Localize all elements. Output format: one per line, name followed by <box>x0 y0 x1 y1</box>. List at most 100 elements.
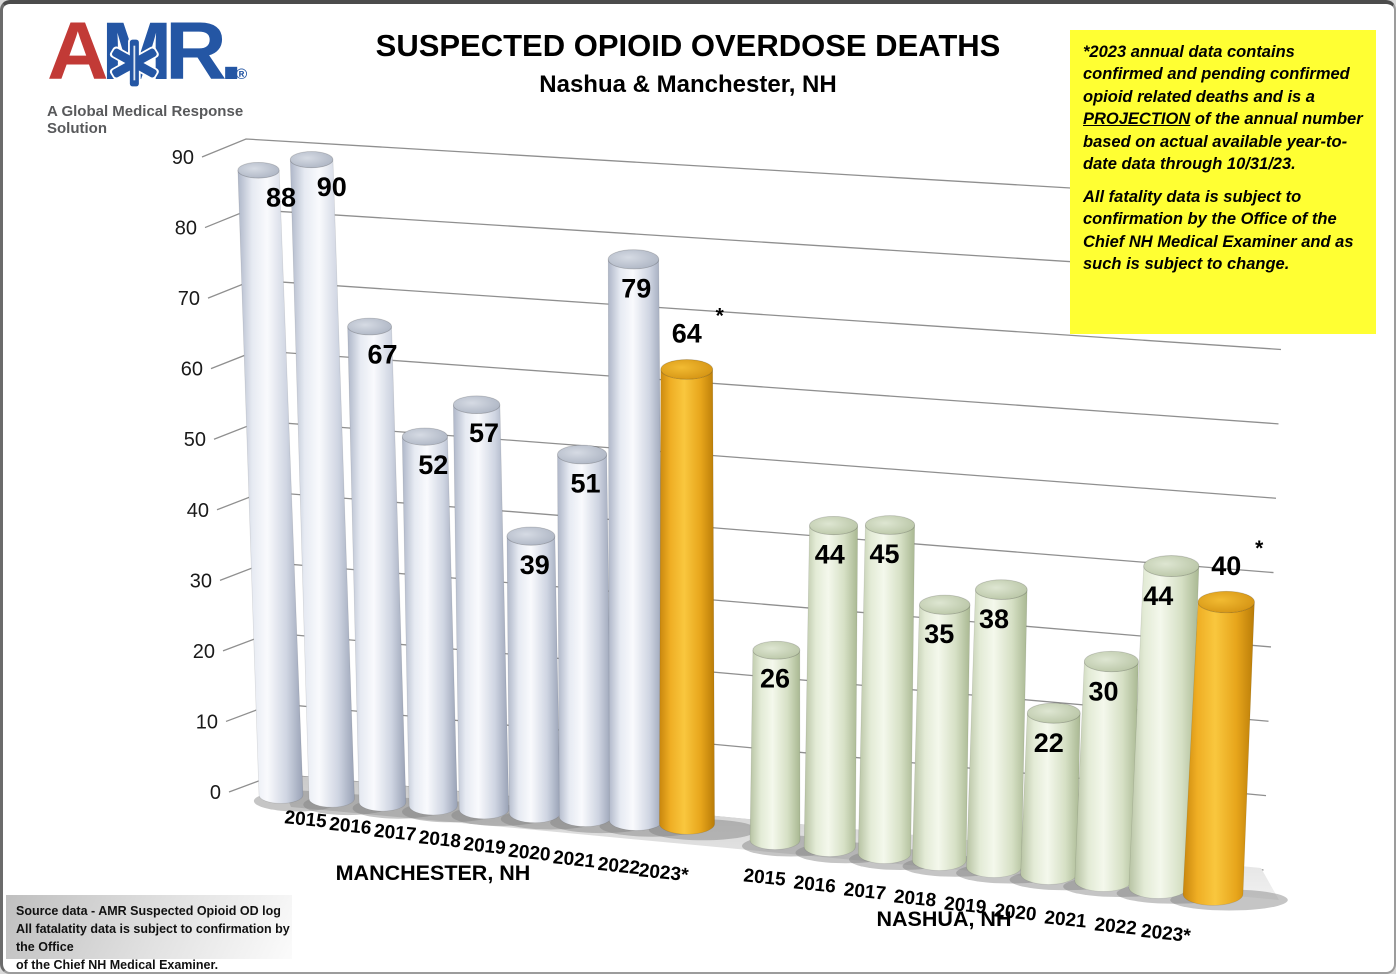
y-axis-tick-label: 90 <box>172 147 194 169</box>
chart-subtitle: Nashua & Manchester, NH <box>539 71 837 98</box>
logo-tagline: A Global Medical Response Solution <box>47 103 244 137</box>
bar-nashua-2017 <box>857 524 915 864</box>
bar-value-label: 52 <box>418 450 448 480</box>
note-underlined-word: PROJECTION <box>1083 110 1191 129</box>
x-axis-year-label: 2020 <box>993 900 1037 925</box>
bar-cap <box>347 317 393 336</box>
bar-cap <box>237 161 280 179</box>
bar-value-label: 30 <box>1088 676 1118 706</box>
bar-value-label: 39 <box>520 550 550 580</box>
bar-value-label: 90 <box>317 172 347 202</box>
bar-value-label: 45 <box>869 539 899 569</box>
bar-cap <box>506 526 556 546</box>
star-of-life-icon <box>107 30 161 90</box>
x-axis-year-label: 2017 <box>843 879 887 904</box>
y-axis-tick-label: 60 <box>181 359 203 381</box>
gridline-90 <box>201 138 1287 202</box>
bar-cap <box>1143 555 1200 577</box>
gridlines-and-axis: 0 10 20 30 40 50 60 70 80 90 <box>172 138 1287 871</box>
x-axis-year-label: 2019 <box>462 834 506 859</box>
chart-title: SUSPECTED OPIOID OVERDOSE DEATHS <box>375 28 1001 63</box>
x-axis-year-label: 2016 <box>793 872 837 897</box>
opioid-deaths-cylinder-chart: 0 10 20 30 40 50 60 70 80 90 88 2015 90 2016 67 2017 52 2… <box>172 138 1288 947</box>
x-axis-year-label: 2022 <box>597 854 641 879</box>
x-axis-year-label: 2021 <box>1043 907 1088 932</box>
bar-cap <box>975 579 1028 600</box>
y-axis-tick-label: 0 <box>210 782 221 804</box>
bar-value-label: 88 <box>266 183 296 213</box>
projection-note-paragraph-2: All fatality data is subject to confirma… <box>1083 187 1354 273</box>
x-axis-year-label: 2015 <box>283 807 328 832</box>
bar-manchester-2022 <box>607 259 664 831</box>
note-text: of the annual number based on actual ava… <box>1083 110 1363 174</box>
bar-manchester-2017 <box>347 326 407 812</box>
y-axis-tick-label: 10 <box>196 711 218 733</box>
bar-cap <box>1083 650 1139 673</box>
x-axis-year-label: 2022 <box>1094 914 1138 939</box>
projection-asterisk: * <box>716 304 725 327</box>
y-axis-tick-label: 40 <box>187 500 209 522</box>
bar-value-label: 67 <box>367 339 397 369</box>
x-axis-year-label: 2021 <box>552 847 597 872</box>
source-note-box: Source data - AMR Suspected Opioid OD lo… <box>6 895 292 972</box>
bar-value-label: 40 <box>1211 551 1241 581</box>
bar-cap <box>752 640 801 660</box>
x-axis-year-label: 2020 <box>507 841 551 866</box>
projection-note-paragraph-1: *2023 annual data contains confirmed and… <box>1083 41 1363 176</box>
y-axis-tick-label: 70 <box>178 288 200 310</box>
x-axis-year-label: 2018 <box>893 886 937 911</box>
logo-period: . <box>219 6 243 97</box>
bar-manchester-2018 <box>401 436 458 816</box>
bar-value-label: 79 <box>621 274 651 304</box>
amr-logo-letters: AMR.® <box>47 11 297 94</box>
source-line: Source data - AMR Suspected Opioid OD lo… <box>16 904 281 918</box>
bars <box>237 151 1255 906</box>
registered-trademark-icon: ® <box>235 66 248 83</box>
projection-note-box: *2023 annual data contains confirmed and… <box>1070 30 1376 334</box>
logo-letter-a: A <box>47 6 109 97</box>
bar-value-label: 44 <box>1143 581 1173 611</box>
group-label: NASHUA, NH <box>877 907 1012 931</box>
x-axis-year-label: 2023* <box>1140 921 1192 947</box>
x-axis-year-label: 2023* <box>638 860 690 886</box>
bar-value-label: 57 <box>469 418 499 448</box>
bar-cap <box>607 249 660 270</box>
projection-asterisk: * <box>1255 537 1264 560</box>
bar-cap <box>864 515 916 535</box>
x-axis-year-label: 2017 <box>373 821 417 846</box>
bar-manchester-2019 <box>453 404 510 820</box>
note-text: *2023 annual data contains confirmed and… <box>1083 43 1350 106</box>
y-axis-tick-label: 80 <box>175 218 197 240</box>
chart-header: SUSPECTED OPIOID OVERDOSE DEATHS Nashua … <box>343 28 1033 99</box>
y-axis-tick-label: 50 <box>184 429 206 451</box>
group-label: MANCHESTER, NH <box>336 861 531 885</box>
x-axis-year-label: 2015 <box>742 865 787 890</box>
bar-cap <box>660 359 714 380</box>
bar-cap <box>557 444 608 465</box>
bar-value-label: 51 <box>570 468 600 498</box>
amr-logo: AMR.® A Global Medical Response Solution <box>47 11 287 138</box>
source-line: of the Chief NH Medical Examiner. <box>16 958 219 973</box>
bar-value-label: 44 <box>815 539 845 569</box>
bar-cap <box>452 395 501 414</box>
source-line: All fatalatity data is subject to confir… <box>16 922 290 955</box>
bar-value-label: 22 <box>1034 728 1064 758</box>
bar-cap <box>289 151 334 169</box>
x-axis-year-label: 2016 <box>328 814 372 839</box>
bar-cap <box>401 427 448 446</box>
bar-cap <box>809 515 859 536</box>
labels: 88 2015 90 2016 67 2017 52 2018 57 2019 39 2020 51 20… <box>266 172 1264 947</box>
bar-nashua-2016 <box>803 525 858 857</box>
bar-cap <box>919 594 971 615</box>
bar-value-label: 26 <box>760 664 790 694</box>
x-axis-year-label: 2018 <box>418 827 462 852</box>
bar-cap <box>1026 702 1081 724</box>
y-axis-tick-label: 30 <box>190 570 212 592</box>
bar-value-label: 38 <box>979 604 1009 634</box>
y-axis-tick-label: 20 <box>193 641 215 663</box>
bar-cap <box>1197 590 1255 614</box>
bar-manchester-2023* <box>659 369 715 835</box>
bar-manchester-2021 <box>557 454 613 827</box>
bar-value-label: 35 <box>924 619 954 649</box>
